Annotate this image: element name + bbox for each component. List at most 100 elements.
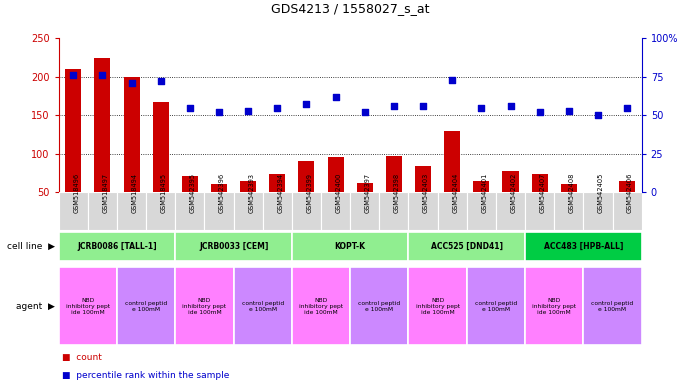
Text: GSM542406: GSM542406	[627, 173, 633, 214]
Bar	[269, 174, 285, 230]
FancyBboxPatch shape	[321, 192, 351, 230]
Text: GSM542400: GSM542400	[335, 173, 342, 214]
Bar	[415, 166, 431, 230]
FancyBboxPatch shape	[204, 192, 233, 230]
FancyBboxPatch shape	[525, 232, 642, 262]
Text: NBD
inhibitory pept
ide 100mM: NBD inhibitory pept ide 100mM	[415, 298, 460, 314]
Text: control peptid
e 100mM: control peptid e 100mM	[591, 301, 633, 312]
FancyBboxPatch shape	[59, 232, 175, 262]
FancyBboxPatch shape	[351, 192, 380, 230]
Bar	[95, 58, 110, 230]
FancyBboxPatch shape	[408, 192, 437, 230]
Text: JCRB0033 [CEM]: JCRB0033 [CEM]	[199, 242, 268, 251]
Text: GSM518496: GSM518496	[73, 173, 79, 213]
Text: GSM542402: GSM542402	[511, 173, 517, 214]
FancyBboxPatch shape	[525, 267, 584, 345]
Bar	[124, 77, 139, 230]
Text: GSM518495: GSM518495	[161, 173, 167, 213]
Text: GSM542395: GSM542395	[190, 173, 196, 213]
FancyBboxPatch shape	[613, 192, 642, 230]
Bar	[590, 192, 606, 230]
Point	[301, 101, 312, 108]
Point	[622, 104, 633, 111]
FancyBboxPatch shape	[263, 192, 292, 230]
Text: GSM542398: GSM542398	[394, 173, 400, 213]
Text: agent  ▶: agent ▶	[17, 302, 55, 311]
Point	[126, 80, 137, 86]
Text: GSM518497: GSM518497	[102, 173, 108, 213]
FancyBboxPatch shape	[408, 232, 525, 262]
Point	[563, 108, 574, 114]
FancyBboxPatch shape	[146, 192, 175, 230]
Text: NBD
inhibitory pept
ide 100mM: NBD inhibitory pept ide 100mM	[182, 298, 226, 314]
Bar	[502, 171, 518, 230]
Point	[534, 109, 545, 115]
Bar	[532, 174, 548, 230]
Point	[446, 77, 457, 83]
FancyBboxPatch shape	[351, 267, 408, 345]
FancyBboxPatch shape	[554, 192, 584, 230]
Bar	[66, 69, 81, 230]
FancyBboxPatch shape	[496, 192, 525, 230]
Bar	[357, 183, 373, 230]
Text: JCRB0086 [TALL-1]: JCRB0086 [TALL-1]	[77, 242, 157, 251]
Text: ACC483 [HPB-ALL]: ACC483 [HPB-ALL]	[544, 242, 623, 251]
Point	[330, 94, 341, 100]
Text: control peptid
e 100mM: control peptid e 100mM	[241, 301, 284, 312]
Bar	[561, 184, 577, 230]
Point	[243, 108, 254, 114]
FancyBboxPatch shape	[466, 192, 496, 230]
Text: GSM542404: GSM542404	[452, 173, 458, 214]
FancyBboxPatch shape	[175, 232, 292, 262]
Text: control peptid
e 100mM: control peptid e 100mM	[125, 301, 167, 312]
FancyBboxPatch shape	[233, 267, 292, 345]
Bar	[182, 176, 198, 230]
Text: GSM542393: GSM542393	[248, 173, 254, 213]
FancyBboxPatch shape	[175, 267, 233, 345]
FancyBboxPatch shape	[408, 267, 466, 345]
Text: GSM542396: GSM542396	[219, 173, 225, 213]
Point	[97, 72, 108, 78]
FancyBboxPatch shape	[59, 267, 117, 345]
Text: GSM542394: GSM542394	[277, 173, 284, 213]
Bar	[328, 157, 344, 230]
Text: GSM542405: GSM542405	[598, 173, 604, 214]
Text: cell line  ▶: cell line ▶	[7, 242, 55, 251]
Point	[155, 78, 166, 84]
Text: control peptid
e 100mM: control peptid e 100mM	[358, 301, 400, 312]
FancyBboxPatch shape	[380, 192, 408, 230]
Text: GSM542399: GSM542399	[306, 173, 313, 213]
FancyBboxPatch shape	[233, 192, 263, 230]
FancyBboxPatch shape	[437, 192, 466, 230]
FancyBboxPatch shape	[525, 192, 554, 230]
Point	[593, 112, 604, 118]
Bar	[444, 131, 460, 230]
FancyBboxPatch shape	[466, 267, 525, 345]
Text: NBD
inhibitory pept
ide 100mM: NBD inhibitory pept ide 100mM	[532, 298, 576, 314]
Text: NBD
inhibitory pept
ide 100mM: NBD inhibitory pept ide 100mM	[66, 298, 110, 314]
FancyBboxPatch shape	[584, 267, 642, 345]
Point	[272, 104, 283, 111]
Text: control peptid
e 100mM: control peptid e 100mM	[475, 301, 517, 312]
FancyBboxPatch shape	[117, 192, 146, 230]
Text: GSM518494: GSM518494	[132, 173, 137, 213]
FancyBboxPatch shape	[292, 267, 351, 345]
Point	[476, 104, 487, 111]
Point	[388, 103, 400, 109]
Bar	[386, 156, 402, 230]
Text: GSM542403: GSM542403	[423, 173, 429, 213]
Bar	[211, 184, 227, 230]
Bar	[299, 161, 315, 230]
Bar	[240, 181, 256, 230]
Bar	[152, 102, 168, 230]
Text: GSM542401: GSM542401	[482, 173, 487, 213]
Point	[359, 109, 371, 115]
FancyBboxPatch shape	[175, 192, 204, 230]
FancyBboxPatch shape	[584, 192, 613, 230]
Text: KOPT-K: KOPT-K	[335, 242, 366, 251]
Bar	[619, 181, 635, 230]
Text: ■  percentile rank within the sample: ■ percentile rank within the sample	[62, 371, 230, 380]
Point	[417, 103, 428, 109]
Point	[213, 109, 224, 115]
Text: GDS4213 / 1558027_s_at: GDS4213 / 1558027_s_at	[271, 2, 429, 15]
